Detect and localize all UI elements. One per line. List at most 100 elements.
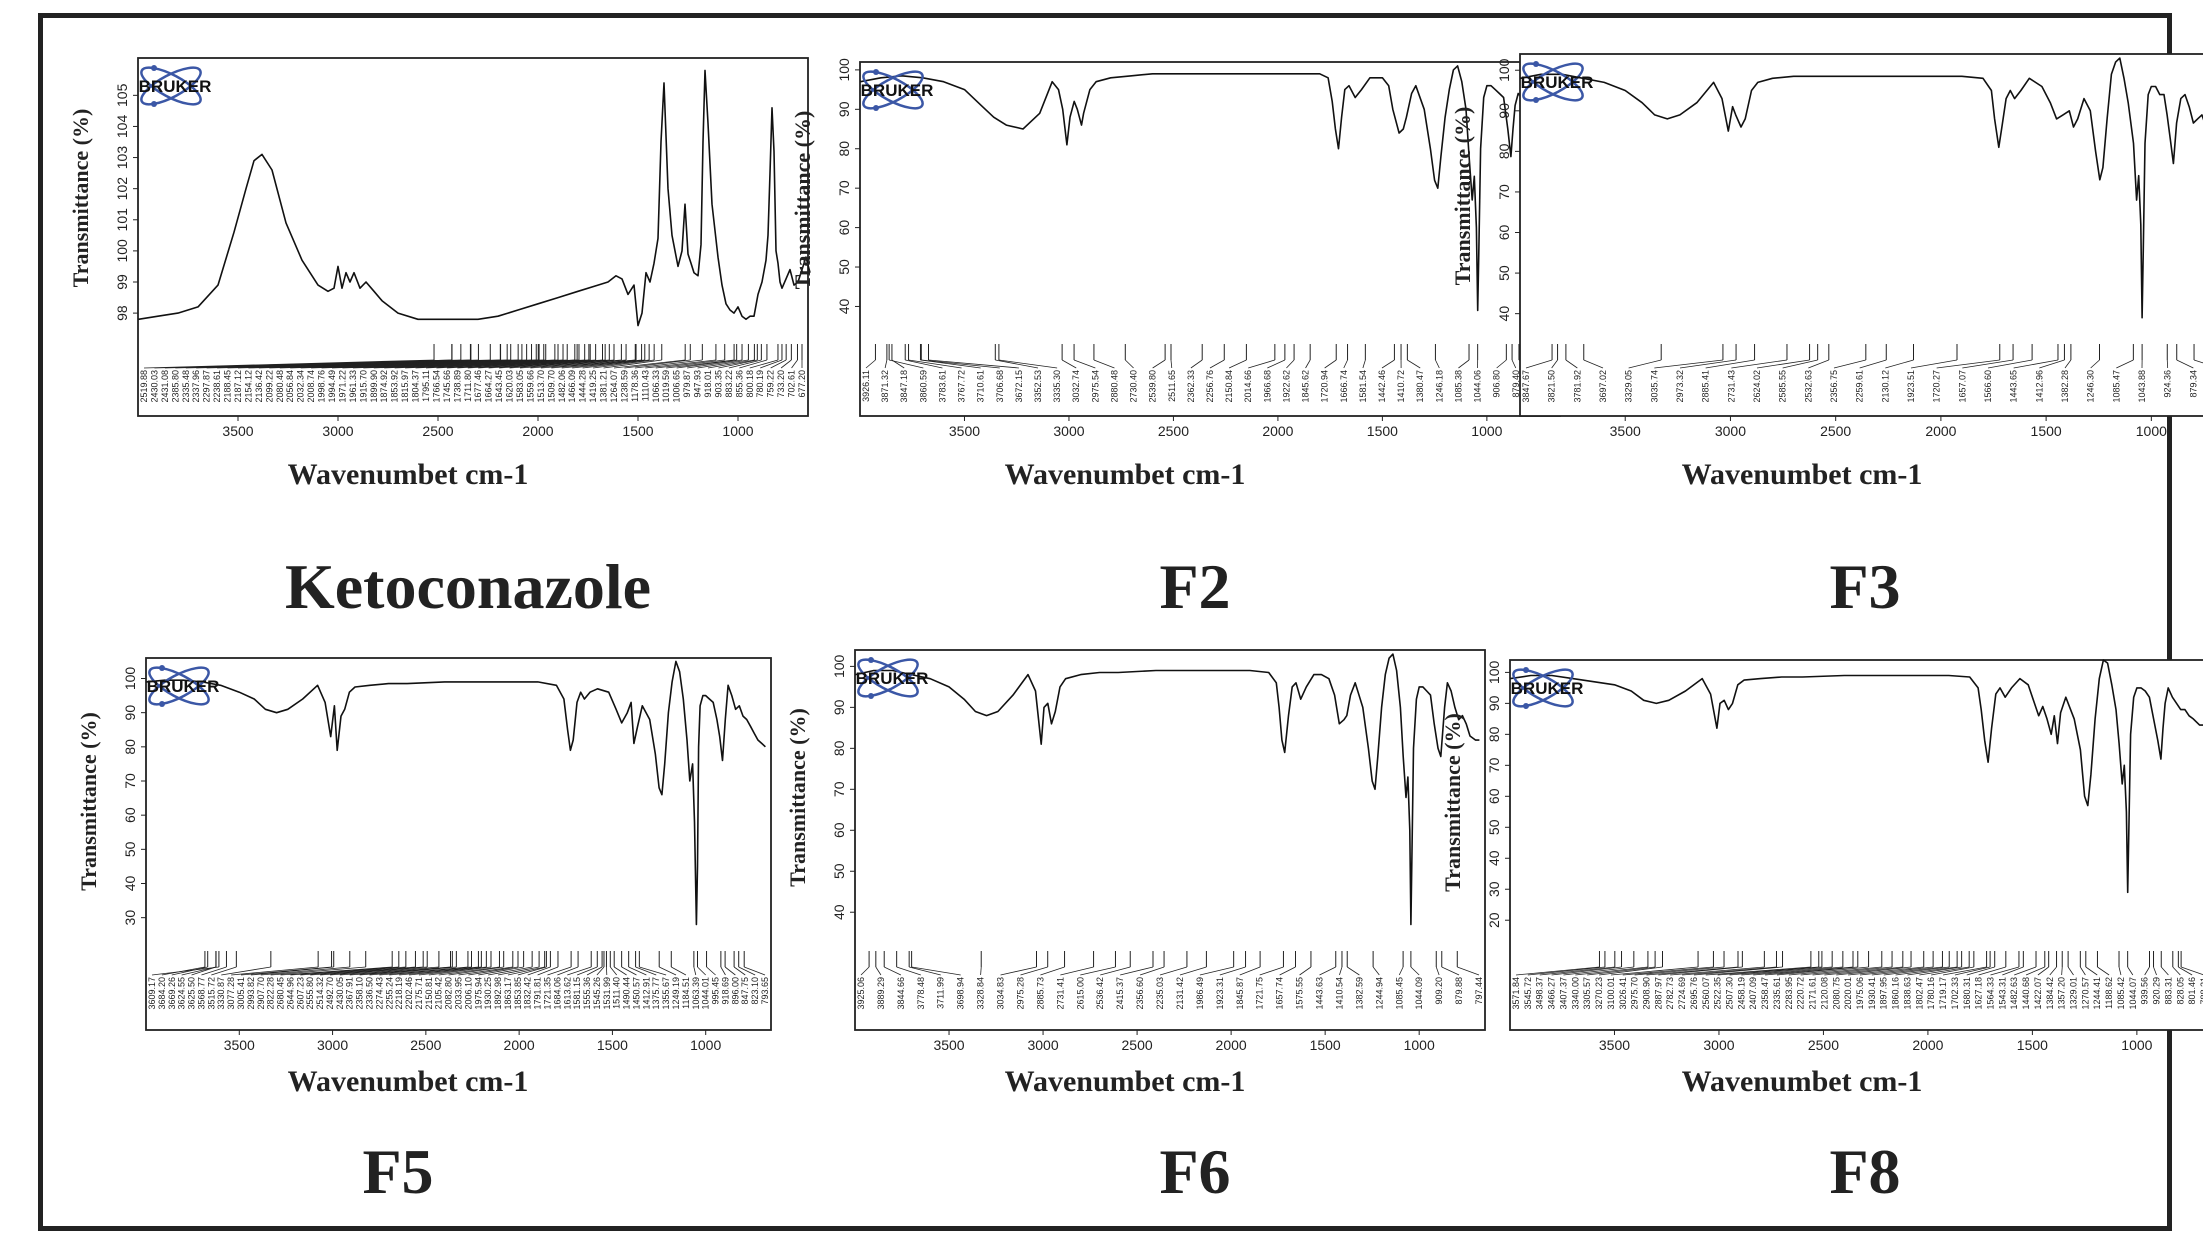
- peak-label: 1664.27: [484, 370, 494, 403]
- peak-leader: [1339, 966, 1343, 976]
- peak-label: 2367.91: [345, 977, 355, 1010]
- peak-leader: [635, 966, 657, 976]
- peak-label: 2056.84: [285, 370, 295, 403]
- peak-label: 2822.28: [266, 977, 276, 1010]
- peak-leader: [865, 359, 876, 369]
- peak-label: 896.00: [730, 977, 740, 1005]
- peak-label: 3571.84: [1511, 977, 1521, 1010]
- peak-label: 2080.48: [275, 370, 285, 403]
- peak-leader: [780, 359, 792, 369]
- peak-leader: [379, 966, 468, 976]
- ir-spectrum-chart: Transmittance (%) 40 50 60 70 80 90 100 3500 3000…: [785, 649, 1486, 1053]
- peak-label: 1738.89: [452, 370, 462, 403]
- peak-label: 3767.72: [957, 370, 967, 403]
- panel-f3: Transmittance (%) 40 50 60 70 80 90 100 3500 3000…: [1445, 48, 2203, 622]
- peak-label: 1412.96: [2034, 370, 2044, 403]
- peak-leader: [739, 359, 768, 369]
- peak-label: 883.22: [724, 370, 734, 398]
- peak-leader: [770, 359, 787, 369]
- y-tick-label: 104: [114, 115, 130, 139]
- peak-label: 2993.82: [246, 977, 256, 1010]
- peak-label: 3925.06: [856, 977, 866, 1010]
- peak-label: 1583.05: [515, 370, 525, 403]
- peak-leader: [1199, 966, 1234, 976]
- peak-leader: [1209, 359, 1225, 369]
- peak-label: 2532.63: [1803, 370, 1813, 403]
- peak-leader: [1324, 359, 1337, 369]
- peak-label: 2235.03: [1155, 977, 1165, 1010]
- peak-leader: [1776, 966, 1858, 976]
- x-tick-label: 1500: [597, 1037, 628, 1053]
- peak-label: 1892.98: [493, 977, 503, 1010]
- peak-leader: [1756, 359, 1810, 369]
- peak-label: 1238.59: [619, 370, 629, 403]
- peak-label: 3328.84: [976, 977, 986, 1010]
- peak-label: 3847.18: [899, 370, 909, 403]
- peak-label: 1244.41: [2092, 977, 2102, 1010]
- y-tick-label: 80: [1486, 726, 1502, 742]
- peak-leader: [634, 359, 703, 369]
- peak-label: 2335.48: [181, 370, 191, 403]
- x-tick-label: 3000: [1027, 1037, 1058, 1053]
- logo-dot: [873, 69, 879, 75]
- peak-label: 800.18: [745, 370, 755, 398]
- ir-spectrum-chart: Transmittance (%) 20 30 40 50 60 70 80 90 100 3500…: [1440, 659, 2203, 1053]
- x-tick-label: 2000: [1262, 423, 1293, 439]
- x-tick-label: 3500: [933, 1037, 964, 1053]
- peak-label: 2336.50: [365, 977, 375, 1010]
- peak-label: 2335.61: [1772, 977, 1782, 1010]
- peak-label: 906.80: [1492, 370, 1502, 398]
- peak-label: 1531.99: [602, 977, 612, 1010]
- peak-label: 2136.42: [254, 370, 264, 403]
- bruker-logo: BRUKER: [1511, 667, 1583, 709]
- peak-label: 1838.63: [1902, 977, 1912, 1010]
- peak-leader: [995, 359, 1039, 369]
- peak-label: 1975.06: [1855, 977, 1865, 1010]
- logo-dot: [868, 657, 874, 663]
- peak-label: 2644.96: [285, 977, 295, 1010]
- x-tick-label: 1500: [1310, 1037, 1341, 1053]
- peak-leader: [507, 966, 545, 976]
- y-tick-label: 90: [831, 699, 847, 715]
- peak-leader: [478, 966, 524, 976]
- peak-leader: [280, 966, 393, 976]
- peak-label: 2238.61: [212, 370, 222, 403]
- peak-leader: [1093, 359, 1115, 369]
- peak-leader: [1990, 966, 2020, 976]
- peak-label: 1721.35: [542, 977, 552, 1010]
- peak-label: 1085.38: [1453, 370, 1463, 403]
- x-tick-label: 3500: [1599, 1037, 1630, 1053]
- peak-leader: [488, 966, 533, 976]
- sample-name: F6: [1159, 1136, 1231, 1207]
- x-tick-label: 2000: [1925, 423, 1956, 439]
- peak-label: 1998.76: [317, 370, 327, 403]
- peak-label: 3821.50: [1547, 370, 1557, 403]
- x-tick-label: 1000: [2136, 423, 2167, 439]
- peak-leader: [2127, 966, 2134, 976]
- peak-leader: [693, 966, 697, 976]
- y-tick-label: 30: [1486, 881, 1502, 897]
- logo-dot: [1533, 97, 1539, 103]
- peak-label: 3697.02: [1598, 370, 1608, 403]
- peak-leader: [1496, 359, 1507, 369]
- logo-orbit: [140, 66, 202, 106]
- peak-label: 1450.57: [631, 977, 641, 1010]
- peak-label: 1043.88: [2137, 370, 2147, 403]
- peak-label: 2171.61: [1808, 977, 1818, 1010]
- peak-leader: [1679, 359, 1737, 369]
- peak-leader: [676, 359, 737, 369]
- peak-leader: [1239, 966, 1261, 976]
- peak-leader: [1539, 966, 1615, 976]
- peak-leader: [567, 966, 592, 976]
- peak-leader: [270, 966, 366, 976]
- peak-label: 823.10: [750, 977, 760, 1005]
- peak-label: 1543.31: [1997, 977, 2007, 1010]
- peak-leader: [628, 966, 647, 976]
- peak-leader: [2067, 966, 2074, 976]
- x-tick-label: 1500: [2031, 423, 2062, 439]
- y-tick-label: 20: [1486, 912, 1502, 928]
- sample-name: Ketoconazole: [284, 551, 652, 622]
- y-tick-label: 100: [114, 239, 130, 263]
- peak-label: 2337.96: [191, 370, 201, 403]
- peak-label: 2560.07: [1701, 977, 1711, 1010]
